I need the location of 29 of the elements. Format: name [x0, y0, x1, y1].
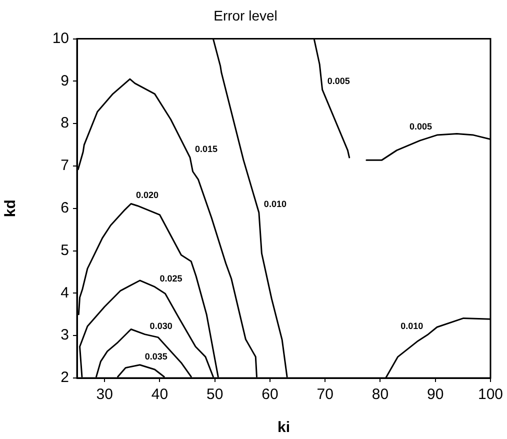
x-tick-label: 30	[96, 386, 113, 404]
x-tick-label: 60	[262, 386, 278, 404]
series-label: 0.030	[150, 320, 172, 331]
x-tick-label: 50	[206, 386, 224, 404]
y-tick-label: 10	[52, 30, 69, 47]
chart-title: Error level	[214, 7, 278, 24]
y-tick-label: 4	[60, 284, 69, 302]
series-label: 0.025	[160, 273, 182, 284]
series-label: 0.035	[144, 351, 168, 362]
series-label: 0.015	[195, 144, 218, 154]
y-axis-title: kd	[2, 200, 20, 218]
x-tick-label: 40	[151, 386, 168, 404]
y-tick-label: 9	[60, 72, 69, 90]
series-label: 0.010	[264, 199, 286, 210]
x-tick-label: 90	[427, 386, 444, 404]
y-tick-label: 3	[60, 326, 69, 344]
series-label: 0.005	[409, 122, 432, 132]
x-axis-title: ki	[277, 419, 290, 436]
x-tick-label: 80	[372, 386, 389, 404]
x-tick-label: 100	[478, 386, 503, 404]
y-tick-label: 7	[60, 157, 69, 174]
y-tick-label: 8	[60, 114, 69, 132]
y-tick-label: 5	[60, 242, 69, 259]
series-label: 0.020	[136, 190, 159, 200]
y-tick-label: 6	[60, 200, 69, 217]
series-label: 0.010	[400, 320, 424, 331]
x-tick-label: 70	[316, 386, 334, 404]
y-tick-label: 2	[60, 369, 69, 386]
series-label: 0.005	[327, 76, 350, 86]
